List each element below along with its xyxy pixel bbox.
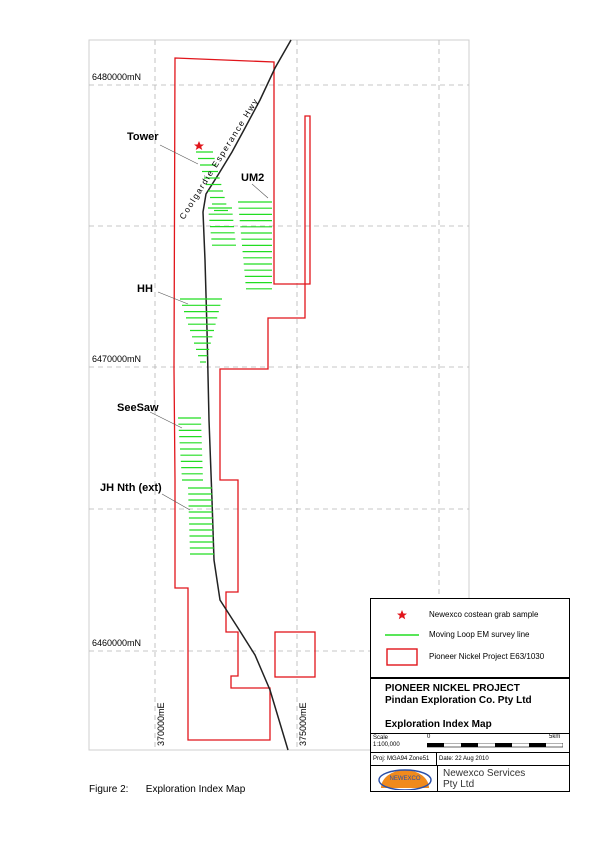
leader-seesaw [149, 411, 183, 429]
tenement-boundary [173, 57, 311, 741]
prospect-label-um2: UM2 [241, 172, 265, 184]
project-title: PIONEER NICKEL PROJECT [385, 683, 520, 694]
legend-sample-label: Newexco costean grab sample [429, 610, 539, 619]
title-footer: NEWEXCO Newexco Services Pty Ltd [371, 765, 569, 792]
prospect-label-seesaw: SeeSaw [117, 402, 159, 414]
services-line-1: Newexco Services [443, 768, 526, 779]
legend-survey-label: Moving Loop EM survey line [429, 630, 530, 639]
footer-divider [437, 766, 438, 792]
prospect-label-tower: Tower [127, 131, 159, 143]
map-legend: Newexco costean grab sample Moving Loop … [370, 598, 570, 678]
services-text: Newexco Services Pty Ltd [443, 768, 525, 790]
projection-label: Proj: MGA94 Zone51 [371, 753, 437, 765]
date-label: Date: 22 Aug 2010 [439, 756, 489, 762]
star-icon [397, 610, 407, 620]
map-title: Exploration Index Map [385, 719, 492, 730]
scale-bar [427, 743, 563, 748]
tenement-block-east [274, 631, 316, 678]
northing-label-6480000: 6480000mN [92, 72, 142, 82]
survey-line-icon [385, 634, 419, 636]
legend-row-tenement: Pioneer Nickel Project E63/1030 [371, 647, 571, 667]
scale-start-label: 0 [427, 734, 431, 740]
scale-ratio: 1:100,000 [373, 742, 400, 748]
highway-road [202, 39, 292, 751]
prospect-label-jh-nth: JH Nth (ext) [100, 482, 162, 494]
figure-title: Exploration Index Map [145, 784, 246, 795]
legend-tenement-label: Pioneer Nickel Project E63/1030 [429, 652, 545, 661]
scale-label: Scale 1:100,000 [373, 735, 400, 749]
callout-leaders [149, 144, 269, 511]
scale-word: Scale [373, 735, 389, 741]
scale-cell: Scale 1:100,000 0 5km [371, 733, 569, 753]
leader-tower [159, 144, 199, 165]
scale-end-label: 5km [549, 734, 561, 740]
services-line-2: Pty Ltd [443, 779, 475, 790]
legend-row-survey: Moving Loop EM survey line [371, 625, 571, 645]
newexco-logo: NEWEXCO [378, 769, 432, 790]
company-name: Pindan Exploration Co. Pty Ltd [385, 695, 532, 706]
northing-label-6460000: 6460000mN [92, 638, 142, 648]
survey-lines [178, 151, 272, 555]
figure-number: Figure 2: [89, 784, 129, 795]
costean-sample-star [194, 141, 204, 150]
easting-label-375000: 375000mE [298, 702, 308, 746]
logo-text: NEWEXCO [389, 776, 420, 782]
legend-row-sample: Newexco costean grab sample [371, 605, 571, 625]
map-frame [88, 39, 470, 751]
title-block: PIONEER NICKEL PROJECT Pindan Exploratio… [370, 678, 570, 792]
figure-caption: Figure 2: Exploration Index Map [89, 784, 245, 795]
prospect-label-hh: HH [137, 283, 153, 295]
leader-jh [161, 493, 191, 511]
leader-um2 [251, 183, 269, 199]
leader-hh [157, 291, 189, 305]
northing-label-6470000: 6470000mN [92, 354, 142, 364]
tenement-box-icon [386, 648, 418, 666]
easting-label-370000: 370000mE [156, 702, 166, 746]
